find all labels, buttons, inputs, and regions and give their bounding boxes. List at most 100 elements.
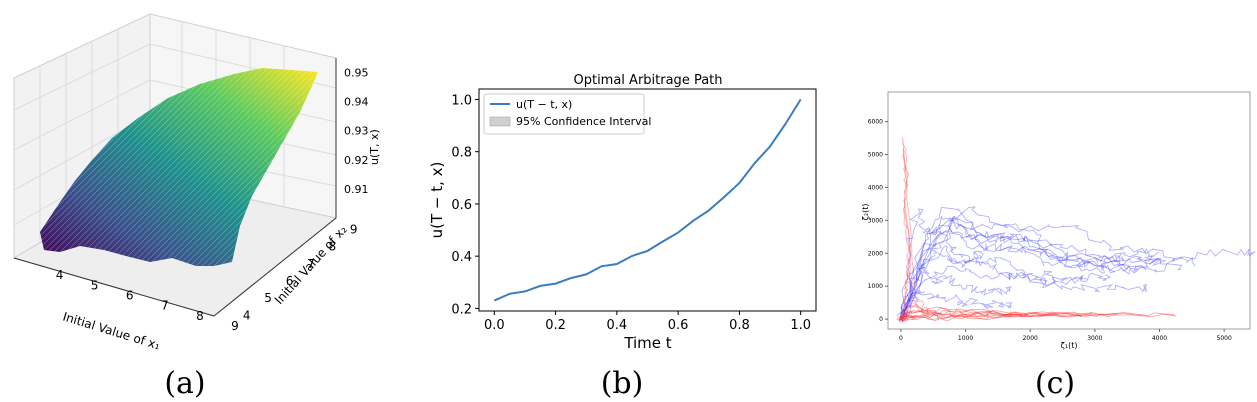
x-axis-line [13,257,215,317]
caption-a: (a) [164,366,205,401]
x-tick-label: 8 [196,309,204,323]
x-axis-label: ζ₁(t) [1061,341,1078,350]
x-tick-label: 5 [91,278,99,292]
x-tick-label: 0.4 [607,318,628,333]
z-tick-labels: 0.91 0.92 0.93 0.94 0.95 [344,67,369,196]
x-tick-label: 0.2 [545,318,566,333]
x-tick-label: 4 [56,268,64,282]
y-tick-label: 1.0 [451,93,472,108]
z-tick-label: 0.91 [344,183,369,196]
x-tick-label: 7 [161,299,169,313]
x-tick-label: 1000 [958,335,973,342]
z-tick-label: 0.93 [344,125,369,138]
z-axis-label: u(T, x) [368,129,381,165]
y-tick-label: 0.4 [451,250,472,265]
trajectory-path [898,309,1082,321]
y-axis-label: u(T − t, x) [428,162,446,239]
trajectory-path [900,303,1023,318]
plot-frame [887,91,1251,330]
trajectory-path [897,306,1082,320]
chart-title: Optimal Arbitrage Path [573,73,722,88]
trajectory-path [896,215,1167,317]
x-tick-label: 4000 [1152,335,1167,342]
trajectory-path [900,231,1183,324]
y-tick-label: 6 [286,274,294,288]
x-tick-label: 0 [899,335,903,342]
y-tick-label: 2000 [868,250,883,257]
legend-entry-series: u(T − t, x) [516,98,572,111]
trajectory-path [899,312,1028,322]
surface-mesh [40,68,318,266]
series-line [493,98,802,302]
trajectory-path [902,291,1013,318]
trajectory-path [896,310,1117,320]
trajectory-path [899,249,1088,316]
x-tick-label: 2000 [1023,335,1038,342]
legend-entry-ci: 95% Confidence Interval [516,115,651,128]
x-axis-label: Initial Value of x₁ [61,309,162,352]
trajectory-path [901,217,1160,318]
x-tick-label: 6 [126,288,134,302]
x-tick-label: 1.0 [790,318,811,333]
x-tick-label: 0.8 [729,318,750,333]
z-tick-label: 0.94 [344,96,369,109]
x-ticks: 0.0 0.2 0.4 0.6 0.8 1.0 [484,311,811,333]
trajectory-path [900,245,1112,323]
trajectory-path [900,308,1175,321]
y-tick-label: 0.6 [451,198,472,213]
x-tick-label: 0.6 [668,318,689,333]
y-axis-label: ζ₂(t) [861,204,870,221]
y-tick-label: 4000 [868,184,883,191]
z-tick-label: 0.95 [344,67,369,80]
x-tick-label: 9 [231,319,239,333]
trajectory-path [898,208,984,322]
x-tick-label: 5000 [1217,335,1232,342]
trajectory-path [902,215,1125,323]
trajectory-path [904,265,1148,318]
y-ticks: 0.2 0.4 0.6 0.8 1.0 [451,93,479,317]
trajectory-path [900,137,939,321]
x-tick-label: 3000 [1087,335,1102,342]
y-tick-label: 5000 [868,152,883,159]
y-tick-label: 3000 [868,217,883,224]
legend: u(T − t, x) 95% Confidence Interval [483,93,651,135]
legend-box [483,93,645,135]
z-tick-label: 0.92 [344,154,369,167]
x-ticks: 0 1000 2000 3000 4000 5000 [899,329,1232,342]
y-tick-label: 9 [350,222,358,236]
trajectory-path [900,266,1013,319]
y-axis-line [213,217,337,317]
trajectory-path [904,206,1256,318]
x-axis-label: Time t [623,334,671,352]
trajectory-path [903,206,1160,316]
y-ticks: 0 1000 2000 3000 4000 5000 6000 [868,119,888,323]
trajectory-path [902,226,1146,319]
y-tick-label: 6000 [868,119,883,126]
trajectory-path [901,216,1196,317]
trajectory-path [899,311,1144,322]
y-tick-label: 7 [307,257,315,271]
y-tick-label: 1000 [868,283,883,290]
legend-ci-swatch [489,116,511,127]
x-tick-label: 0.0 [484,318,505,333]
trajectory-path [898,148,930,322]
caption-b: (b) [601,366,644,401]
y-tick-label: 0.2 [451,302,472,317]
trajectories [896,137,1256,324]
panel-b: Optimal Arbitrage Path 0.0 0.2 0.4 0.6 0.8 1.… [428,73,817,401]
trajectory-path [902,311,1092,322]
trajectory-path [898,306,1177,321]
panel-c: 0 1000 2000 3000 4000 5000 0 1000 2000 3000 4000 5… [861,91,1256,401]
trajectory-path [899,304,1056,322]
x-tick-labels: 4 5 6 7 8 9 [56,268,239,333]
caption-c: (c) [1035,366,1075,401]
y-tick-label: 0.8 [451,146,472,161]
y-tick-label: 4 [243,308,251,322]
y-tick-label: 8 [328,240,336,254]
y-tick-label: 0 [879,316,883,323]
plot-frame [478,88,817,312]
y-tick-label: 5 [264,291,272,305]
